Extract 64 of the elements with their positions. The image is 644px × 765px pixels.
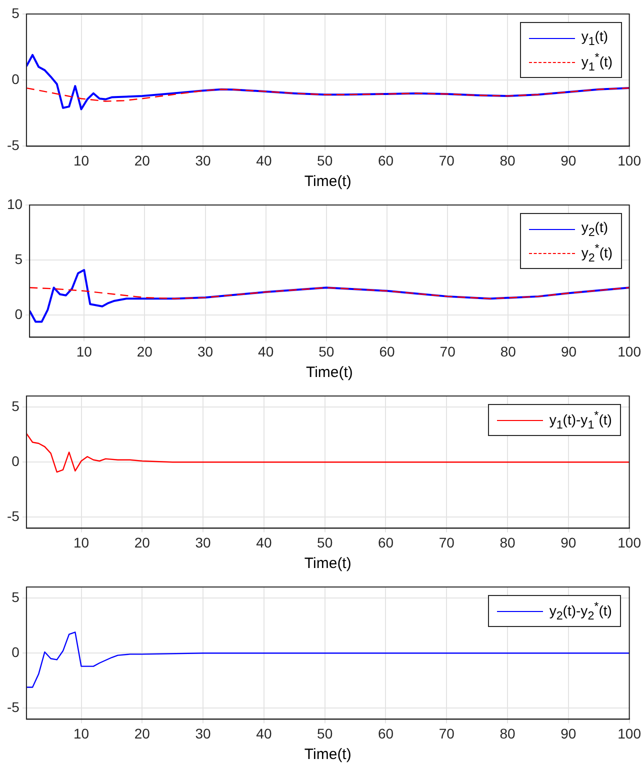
x-tick-label: 20 (136, 343, 153, 360)
x-axis-title: Time(t) (304, 173, 352, 190)
x-tick-label: 60 (378, 725, 394, 742)
line-series (26, 87, 630, 102)
x-tick-label: 50 (317, 725, 333, 742)
x-tick-label: 100 (618, 725, 642, 742)
x-tick-label: 30 (197, 343, 214, 360)
x-tick-label: 10 (73, 725, 90, 742)
y-tick-label: 5 (14, 250, 23, 267)
x-tick-label: 50 (318, 343, 334, 360)
y-tick-label: 0 (12, 644, 20, 660)
y-tick-label: -5 (6, 137, 20, 154)
x-tick-label: 80 (500, 343, 516, 360)
x-tick-label: 30 (195, 152, 212, 168)
y-tick-label: 5 (12, 398, 20, 414)
x-tick-label: 90 (560, 725, 576, 742)
x-tick-label: 70 (438, 534, 455, 550)
y-tick-label: 5 (12, 588, 20, 605)
x-tick-label: 50 (317, 152, 333, 168)
legend-label: y$_{2}$(t) (581, 219, 608, 239)
legend-label: y$_{2}$(t)-y$_{2}$$^{*}$(t) (549, 600, 612, 622)
x-tick-label: 100 (618, 534, 642, 550)
x-tick-label: 70 (438, 725, 455, 742)
x-tick-label: 70 (438, 152, 455, 168)
x-axis-title: Time(t) (304, 746, 352, 764)
x-tick-label: 90 (560, 152, 576, 168)
y-tick-label: -5 (6, 508, 20, 524)
y-tick-label: -5 (6, 699, 20, 716)
y-tick-label: 0 (12, 70, 20, 87)
x-tick-label: 10 (73, 152, 90, 168)
x-tick-label: 40 (256, 152, 272, 168)
x-tick-label: 80 (500, 152, 516, 168)
y-tick-label: 10 (6, 196, 23, 212)
y-tick-label: 5 (12, 4, 20, 21)
x-tick-label: 30 (195, 534, 212, 550)
x-tick-label: 90 (560, 534, 576, 550)
x-tick-label: 60 (378, 152, 394, 168)
x-tick-label: 30 (195, 725, 212, 742)
y-tick-label: 0 (14, 306, 23, 322)
x-tick-label: 80 (500, 725, 516, 742)
x-tick-label: 10 (76, 343, 92, 360)
x-tick-label: 40 (256, 534, 272, 550)
x-tick-label: 40 (256, 725, 272, 742)
legend-label: y$_{1}$$^{*}$(t) (581, 50, 613, 74)
x-tick-label: 70 (440, 343, 456, 360)
x-tick-label: 20 (134, 152, 150, 168)
legend-label: y$_{1}$(t) (581, 28, 608, 48)
x-tick-label: 20 (134, 725, 150, 742)
x-tick-label: 100 (618, 343, 642, 360)
x-tick-label: 100 (618, 152, 642, 168)
x-tick-label: 60 (378, 534, 394, 550)
legend-label: y$_{2}$$^{*}$(t) (581, 242, 613, 264)
x-tick-label: 40 (258, 343, 274, 360)
y-tick-label: 0 (12, 452, 20, 469)
line-series (30, 287, 630, 300)
x-tick-label: 60 (379, 343, 395, 360)
x-axis-title: Time(t) (304, 555, 352, 572)
x-tick-label: 90 (560, 343, 577, 360)
x-tick-label: 20 (134, 534, 150, 550)
x-axis-title: Time(t) (306, 364, 353, 382)
x-tick-label: 80 (500, 534, 516, 550)
x-tick-label: 10 (73, 534, 90, 550)
x-tick-label: 50 (317, 534, 333, 550)
legend-label: y$_{1}$(t)-y$_{1}$$^{*}$(t) (549, 408, 612, 432)
